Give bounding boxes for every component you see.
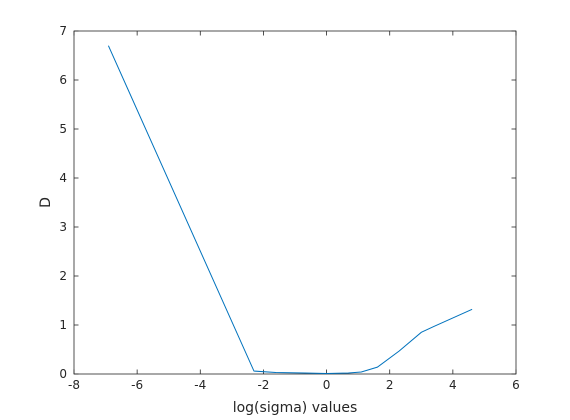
x-tick-label: -6 [131, 378, 143, 392]
data-point [472, 309, 473, 310]
y-tick-label: 4 [59, 171, 67, 185]
data-point [421, 332, 422, 333]
x-tick-label: -8 [68, 378, 80, 392]
plot-area: -8 -6 -4 -2 0 2 4 6 0 1 2 3 4 5 6 7 [59, 24, 519, 392]
y-tick-label: 2 [59, 269, 67, 283]
data-point [377, 367, 378, 368]
data-point [275, 372, 276, 373]
x-tick-label: 2 [386, 378, 394, 392]
y-tick-label: 3 [59, 220, 67, 234]
data-point [253, 370, 254, 371]
y-tick-label: 7 [59, 24, 67, 38]
data-point [399, 350, 400, 351]
data-point [348, 372, 349, 373]
series-line-0 [107, 45, 473, 375]
x-tick-label: -4 [194, 378, 206, 392]
y-tick-label: 5 [59, 122, 67, 136]
y-tick-label: 0 [59, 367, 67, 381]
data-point [361, 371, 362, 372]
x-tick-label: -2 [257, 378, 269, 392]
data-point [326, 373, 327, 374]
y-axis-label: D [38, 197, 54, 208]
x-tick-label: 4 [449, 378, 457, 392]
axes-box [73, 30, 517, 375]
x-axis-label: log(sigma) values [233, 400, 358, 416]
x-tick-label: 0 [323, 378, 331, 392]
y-tick-label: 1 [59, 318, 67, 332]
data-point [304, 372, 305, 373]
x-tick-label: 6 [512, 378, 520, 392]
data-point [108, 45, 109, 46]
y-tick-label: 6 [59, 73, 67, 87]
data-point [433, 326, 434, 327]
